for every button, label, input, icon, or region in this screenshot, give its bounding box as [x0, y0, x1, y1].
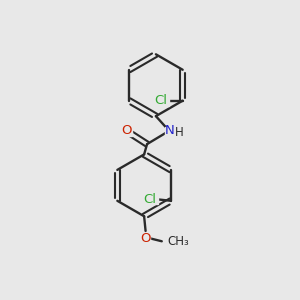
- Text: Cl: Cl: [143, 193, 156, 206]
- Bar: [152, 95, 169, 106]
- Text: O: O: [121, 124, 132, 137]
- Bar: [141, 234, 150, 243]
- Text: N: N: [164, 124, 174, 137]
- Text: H: H: [175, 126, 184, 139]
- Bar: [121, 126, 132, 136]
- Text: CH₃: CH₃: [168, 235, 189, 248]
- Text: Cl: Cl: [154, 94, 167, 107]
- Text: O: O: [140, 232, 151, 245]
- Bar: [165, 127, 173, 135]
- Bar: [142, 194, 158, 205]
